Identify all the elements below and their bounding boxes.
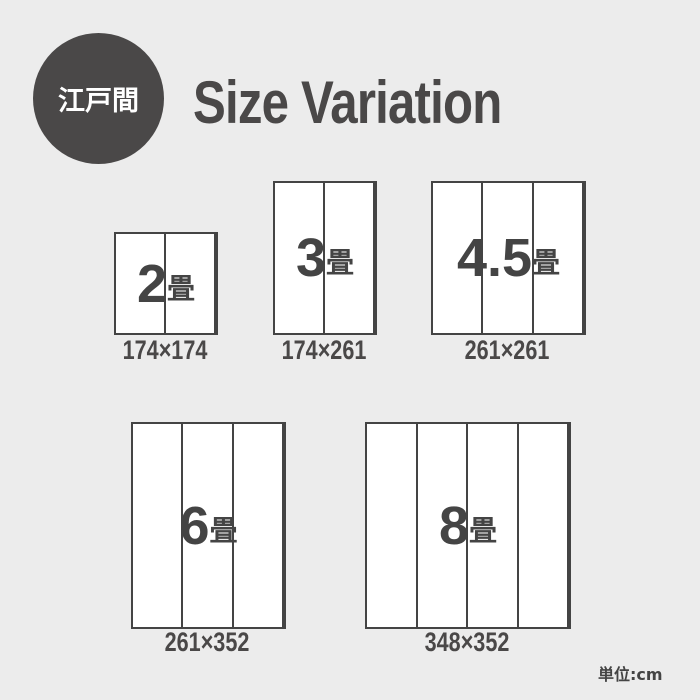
tatami-panel — [275, 183, 325, 333]
tatami-mat-4-5: 4.5 畳 — [431, 181, 586, 335]
mat-count: 4.5 — [456, 228, 533, 288]
tatami-unit: 畳 — [326, 246, 355, 279]
tatami-panel — [483, 183, 534, 333]
tatami-unit: 畳 — [532, 246, 561, 279]
tatami-panel — [519, 424, 569, 627]
badge-label: 江戸間 — [58, 86, 139, 117]
edoma-badge: 江戸間 — [33, 33, 164, 164]
tatami-unit: 畳 — [167, 271, 196, 305]
tatami-panel — [367, 424, 418, 627]
mat-dimensions: 261×352 — [164, 627, 250, 657]
mat-dimensions: 174×174 — [122, 335, 208, 365]
mat-count: 6 — [179, 495, 210, 556]
unit-note: 単位:cm — [598, 665, 663, 684]
tatami-panel — [183, 424, 234, 627]
mat-dimensions: 348×352 — [424, 627, 510, 657]
tatami-panel — [418, 424, 468, 627]
tatami-panel — [534, 183, 584, 333]
mat-dimensions: 261×261 — [464, 335, 550, 365]
tatami-unit: 畳 — [209, 513, 238, 547]
mat-count: 8 — [438, 495, 470, 556]
tatami-panel — [325, 183, 375, 333]
tatami-panel — [433, 183, 484, 333]
mat-count: 3 — [295, 228, 327, 288]
mat-label-group: 4.5 畳 — [457, 231, 560, 285]
tatami-unit: 畳 — [469, 513, 498, 547]
tatami-panel — [234, 424, 284, 627]
mat-label: 4.5 畳 — [433, 183, 584, 333]
mat-count: 2 — [136, 253, 168, 314]
tatami-panel — [133, 424, 184, 627]
page-title: Size Variation — [193, 69, 502, 136]
mat-dimensions: 174×261 — [281, 335, 367, 365]
tatami-panel — [166, 234, 216, 333]
tatami-panel — [468, 424, 519, 627]
tatami-panel — [116, 234, 166, 333]
